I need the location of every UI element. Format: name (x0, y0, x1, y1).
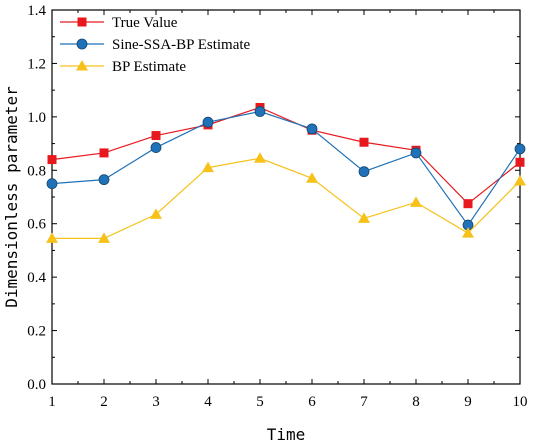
data-point (202, 161, 214, 173)
series-line (51, 110, 521, 227)
data-point (410, 147, 422, 159)
axes: 0.0 0.2 0.4 0.6 0.8 1.0 1.2 1.4 1 2 3 4 5 6 7 8 9 10 (27, 3, 527, 410)
y-tick-label: 0.2 (27, 324, 46, 340)
y-tick-label: 0.4 (27, 270, 46, 286)
series-layer (46, 103, 526, 243)
data-point (202, 116, 214, 128)
series-line (51, 106, 521, 205)
x-tick-label: 8 (412, 394, 420, 410)
data-point (254, 106, 266, 117)
data-point (306, 172, 318, 183)
legend-label: True Value (112, 15, 178, 31)
data-point (514, 174, 526, 186)
legend-item: BP Estimate (60, 59, 186, 75)
data-point (150, 208, 162, 219)
x-tick-label: 9 (464, 394, 472, 410)
data-point (463, 199, 473, 209)
legend-label: BP Estimate (112, 59, 186, 75)
data-point (46, 232, 58, 243)
data-point (462, 227, 474, 238)
y-tick-label: 0.6 (27, 217, 46, 233)
y-tick-label: 1.2 (27, 56, 46, 72)
x-tick-label: 5 (256, 394, 264, 410)
data-point (358, 166, 370, 178)
data-point (254, 152, 266, 163)
data-point (151, 131, 161, 141)
series-0 (47, 103, 525, 209)
legend-marker (76, 60, 88, 71)
x-axis-title: Time (267, 425, 306, 444)
data-point (358, 212, 370, 223)
y-tick-label: 0.8 (27, 163, 46, 179)
y-tick-label: 1.4 (27, 3, 46, 19)
legend-item: Sine-SSA-BP Estimate (60, 37, 251, 53)
y-tick-label: 1.0 (27, 110, 46, 126)
data-point (306, 123, 318, 135)
x-tick-label: 6 (308, 394, 316, 410)
x-tick-label: 3 (152, 394, 160, 410)
x-tick-label: 4 (204, 394, 212, 410)
x-tick-label: 10 (513, 394, 528, 410)
data-point (98, 232, 110, 243)
y-axis-title: Dimensionless parameter (2, 86, 21, 308)
x-tick-label: 7 (360, 394, 368, 410)
x-tick-label: 2 (100, 394, 108, 410)
data-point (515, 157, 525, 167)
data-point (514, 143, 526, 155)
legend-marker (77, 17, 87, 27)
series-line (52, 157, 521, 240)
data-point (47, 155, 57, 165)
legend-item: True Value (60, 15, 178, 31)
data-point (359, 137, 369, 147)
x-tick-label: 1 (48, 394, 56, 410)
legend-marker (76, 38, 88, 50)
series-2 (46, 152, 526, 243)
series-1 (46, 106, 526, 231)
data-point (98, 174, 110, 186)
y-tick-label: 0.0 (27, 377, 46, 393)
data-point (410, 196, 422, 207)
data-point (46, 178, 58, 190)
data-point (150, 142, 162, 153)
legend: True Value Sine-SSA-BP Estimate BP Estimat… (60, 15, 251, 75)
data-point (99, 148, 109, 158)
legend-label: Sine-SSA-BP Estimate (112, 37, 251, 53)
